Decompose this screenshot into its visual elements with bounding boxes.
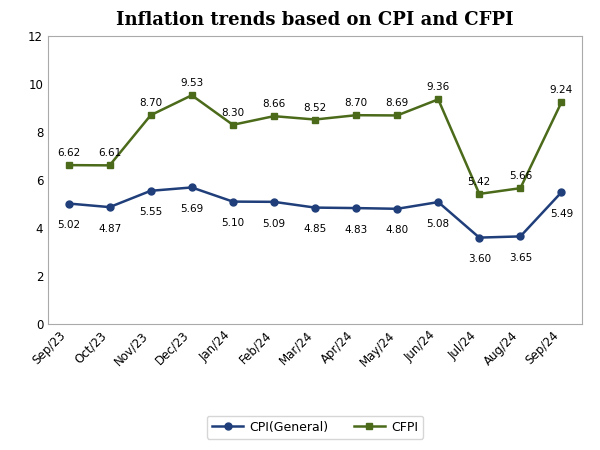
CPI(General) — [271, 199, 278, 205]
Line: CFPI: CFPI — [65, 92, 565, 198]
Text: 8.52: 8.52 — [304, 103, 326, 112]
CFPI — [311, 117, 319, 122]
CFPI — [188, 93, 196, 98]
Title: Inflation trends based on CPI and CFPI: Inflation trends based on CPI and CFPI — [116, 11, 514, 29]
CPI(General) — [188, 185, 196, 190]
CPI(General) — [434, 199, 442, 205]
CFPI — [229, 122, 236, 127]
CFPI — [517, 185, 524, 191]
CFPI — [106, 162, 113, 168]
CFPI — [352, 112, 359, 118]
CPI(General) — [65, 201, 72, 206]
Text: 5.69: 5.69 — [180, 204, 203, 214]
CPI(General) — [229, 199, 236, 204]
Line: CPI(General): CPI(General) — [65, 184, 565, 241]
Text: 9.53: 9.53 — [180, 78, 203, 88]
CFPI — [434, 97, 442, 102]
Legend: CPI(General), CFPI: CPI(General), CFPI — [207, 416, 423, 439]
Text: 5.42: 5.42 — [467, 177, 491, 187]
CPI(General) — [311, 205, 319, 210]
Text: 9.36: 9.36 — [427, 82, 450, 92]
CPI(General) — [394, 206, 401, 211]
Text: 8.70: 8.70 — [139, 98, 162, 108]
Text: 4.85: 4.85 — [304, 224, 326, 234]
CPI(General) — [147, 188, 154, 194]
Text: 4.80: 4.80 — [386, 225, 409, 235]
CPI(General) — [352, 205, 359, 211]
Text: 5.10: 5.10 — [221, 218, 244, 228]
CFPI — [147, 112, 154, 118]
CFPI — [65, 162, 72, 168]
CPI(General) — [558, 189, 565, 195]
Text: 3.60: 3.60 — [468, 254, 491, 264]
Text: 8.66: 8.66 — [262, 99, 286, 109]
CPI(General) — [517, 234, 524, 239]
Text: 5.09: 5.09 — [262, 219, 286, 229]
CPI(General) — [476, 235, 483, 240]
CFPI — [476, 191, 483, 197]
Text: 6.62: 6.62 — [57, 148, 80, 158]
Text: 5.66: 5.66 — [509, 171, 532, 181]
CFPI — [558, 99, 565, 105]
Text: 5.08: 5.08 — [427, 219, 450, 229]
Text: 9.24: 9.24 — [550, 86, 573, 95]
CPI(General) — [106, 204, 113, 210]
Text: 5.02: 5.02 — [57, 220, 80, 230]
Text: 8.69: 8.69 — [386, 99, 409, 108]
Text: 4.83: 4.83 — [344, 225, 368, 235]
Text: 4.87: 4.87 — [98, 224, 121, 234]
CFPI — [271, 113, 278, 119]
Text: 5.55: 5.55 — [139, 207, 163, 217]
Text: 5.49: 5.49 — [550, 209, 573, 219]
CFPI — [394, 113, 401, 118]
Text: 3.65: 3.65 — [509, 253, 532, 263]
Text: 6.61: 6.61 — [98, 148, 121, 158]
Text: 8.30: 8.30 — [221, 108, 244, 118]
Text: 8.70: 8.70 — [344, 98, 368, 108]
